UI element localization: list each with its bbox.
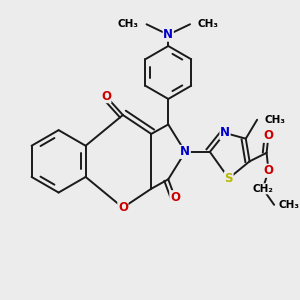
Text: O: O — [118, 201, 128, 214]
Text: CH₃: CH₃ — [198, 19, 219, 29]
Text: N: N — [180, 146, 190, 158]
Text: CH₃: CH₃ — [118, 19, 139, 29]
Text: N: N — [220, 127, 230, 140]
Text: O: O — [263, 164, 274, 177]
Text: CH₂: CH₂ — [252, 184, 273, 194]
Text: N: N — [163, 28, 173, 41]
Text: O: O — [263, 129, 274, 142]
Text: S: S — [224, 172, 233, 185]
Text: O: O — [101, 90, 111, 103]
Text: CH₃: CH₃ — [279, 200, 300, 210]
Text: CH₃: CH₃ — [265, 115, 286, 125]
Text: O: O — [170, 191, 180, 204]
